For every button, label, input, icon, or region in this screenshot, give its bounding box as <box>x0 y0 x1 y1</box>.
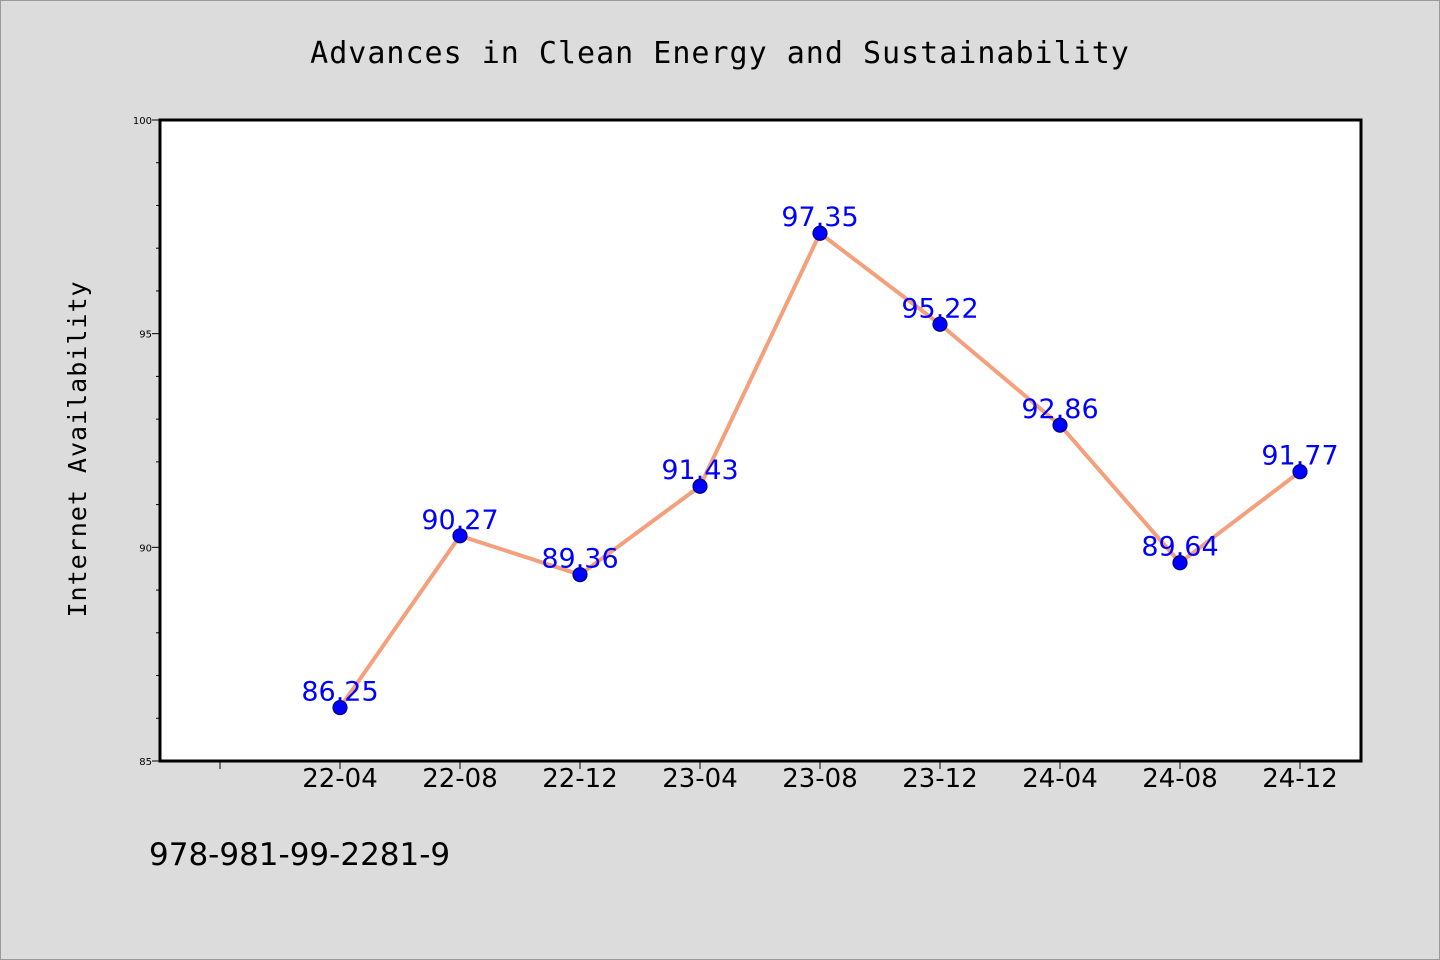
y-tick-label: 95 <box>139 330 152 341</box>
data-point <box>332 699 348 716</box>
x-tick-label: 24-04 <box>1022 764 1098 794</box>
y-tick-labels: 85 90 95 100 <box>133 116 152 768</box>
data-label: 95.22 <box>901 293 978 324</box>
data-label: 86.25 <box>301 677 378 708</box>
x-tick-label: 23-04 <box>662 764 738 794</box>
data-label: 89.64 <box>1141 532 1218 563</box>
plot-area <box>160 120 1361 761</box>
data-point <box>1052 417 1068 433</box>
x-tick-label: 22-08 <box>422 764 498 794</box>
series-markers <box>332 225 1308 716</box>
data-point <box>452 528 468 544</box>
data-label: 91.43 <box>661 455 738 486</box>
data-label: 90.27 <box>421 505 498 536</box>
x-tick-label: 22-12 <box>542 764 618 794</box>
x-tick-label: 23-12 <box>902 764 978 794</box>
data-label: 89.36 <box>541 544 618 575</box>
isbn-footer: 978-981-99-2281-9 <box>149 837 450 873</box>
data-point <box>1172 555 1188 571</box>
x-tick-labels: 22-04 22-08 22-12 23-04 23-08 23-12 24-04 24-08… <box>302 764 1338 794</box>
x-tick-label: 24-12 <box>1262 764 1338 794</box>
y-axis-label: Internet Availability <box>63 280 92 617</box>
x-tick-label: 22-04 <box>302 764 378 794</box>
data-point <box>572 567 588 583</box>
data-point <box>692 478 708 494</box>
data-point <box>932 316 948 332</box>
data-labels: 86.25 90.27 89.36 91.43 97.35 95.22 92.86 89.64… <box>301 202 1338 707</box>
y-tick-label: 90 <box>139 543 152 554</box>
y-tick-label: 85 <box>139 757 152 768</box>
data-label: 92.86 <box>1021 394 1098 425</box>
data-point <box>812 225 828 241</box>
plot-frame <box>158 118 1363 763</box>
chart-title: Advances in Clean Energy and Sustainabil… <box>310 36 1130 71</box>
data-point <box>1292 464 1308 480</box>
x-tick-label: 23-08 <box>782 764 858 794</box>
y-tick-label: 100 <box>133 116 152 127</box>
data-label: 91.77 <box>1261 441 1338 472</box>
x-tick-label: 24-08 <box>1142 764 1218 794</box>
data-label: 97.35 <box>781 202 858 233</box>
